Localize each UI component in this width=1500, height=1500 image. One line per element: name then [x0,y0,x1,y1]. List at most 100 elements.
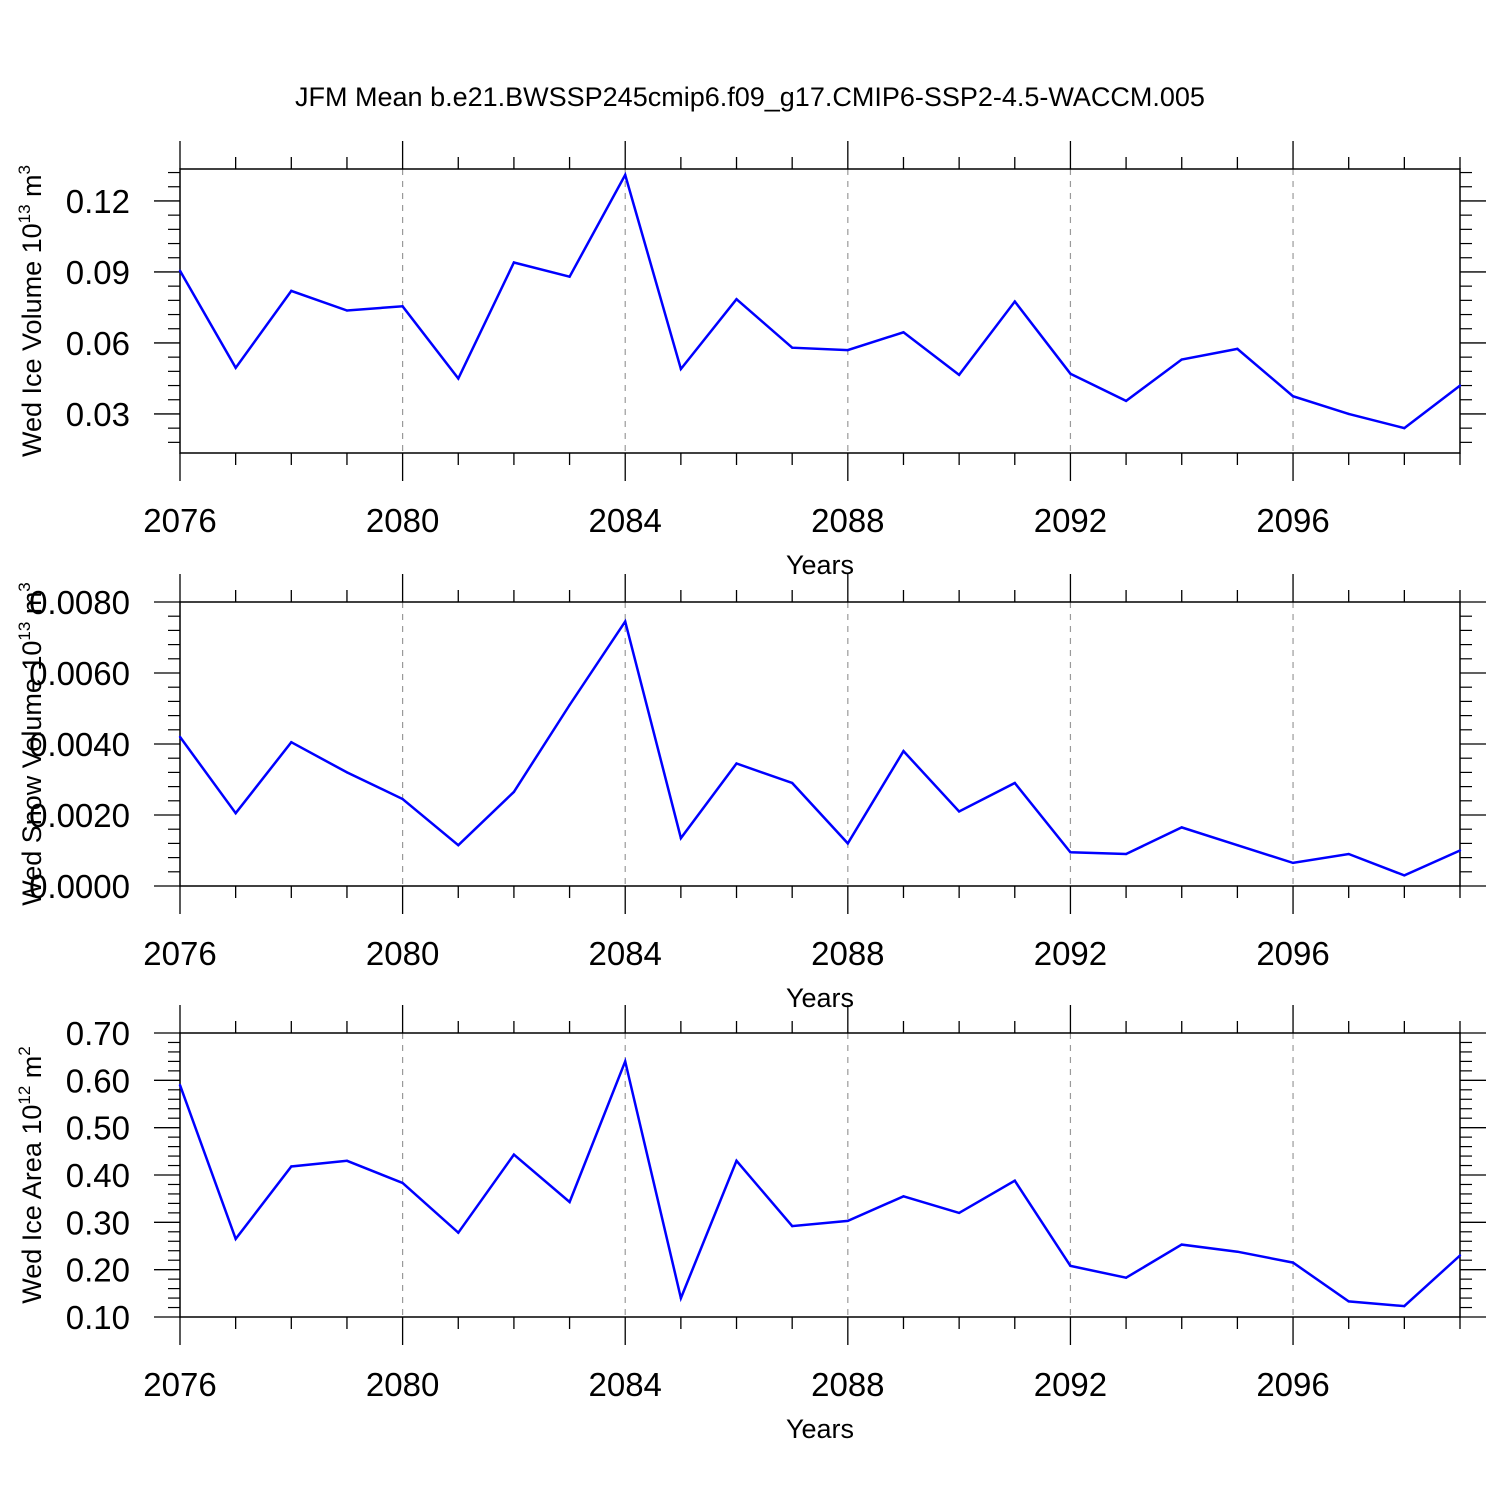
plot-frame [179,601,1461,887]
data-point [846,348,850,352]
data-point [790,781,794,785]
y-tick-label: 0.06 [66,325,130,362]
y-tick-label: 0.0080 [29,584,130,621]
data-point [1124,1276,1128,1279]
data-point [624,173,627,177]
data-point [1458,384,1462,387]
y-axis-label-unit-exponent: 3 [15,165,34,174]
data-point [1236,1250,1239,1253]
data-point [512,1153,516,1156]
chart-title: JFM Mean b.e21.BWSSP245cmip6.f09_g17.CMI… [295,82,1205,112]
data-point [735,762,738,765]
data-point [679,836,683,840]
y-axis-label-unit: m [17,1056,47,1086]
data-point [1180,1243,1183,1246]
y-tick-label: 0.0020 [29,797,130,834]
data-point [178,1083,182,1087]
data-point [735,1159,738,1163]
y-tick-label: 0.60 [66,1062,130,1099]
x-tick-label: 2092 [1034,935,1107,972]
data-point [345,1159,349,1163]
data-point [345,309,349,312]
y-tick-label: 0.0040 [29,726,130,763]
x-axis-label: Years [786,983,854,1013]
data-point [512,790,516,794]
y-axis-label-exponent: 12 [15,1086,34,1105]
data-point [902,749,905,753]
data-point [846,1219,850,1223]
data-point [1347,1300,1350,1303]
y-tick-label: 0.03 [66,396,130,433]
y-tick-label: 0.0000 [29,868,130,905]
x-tick-label: 2084 [589,1366,662,1403]
data-point [957,810,961,813]
y-tick-label: 0.10 [66,1299,130,1336]
x-tick-label: 2092 [1034,1366,1107,1403]
x-tick-label: 2084 [589,935,662,972]
data-point [624,1060,627,1063]
x-tick-label: 2088 [811,935,884,972]
series-line [178,1057,1461,1308]
chart-panel-1: 0.03 0.06 0.09 0.12 2076 2080 2084 2088 2092 2096… [15,141,1486,580]
data-point [1291,861,1295,865]
data-point [679,1296,683,1300]
x-tick-label: 2076 [143,1366,216,1403]
y-tick-label: 0.12 [66,183,130,220]
x-axis-label: Years [786,1414,854,1444]
x-tick-label: 2080 [366,502,439,539]
chart-panel-3: 0.10 0.20 0.30 0.40 0.50 0.60 0.70 2076 2080 2084… [15,1005,1486,1444]
y-axis-label: Wed Snow Volume 1013 m3 [15,582,47,906]
data-point [902,331,905,334]
x-axis-label: Years [786,550,854,580]
x-tick-label: 2088 [811,1366,884,1403]
y-axis-label-unit-exponent: 2 [15,1046,34,1055]
y-axis-label-text: Wed Ice Volume 10 [17,223,47,457]
data-point [568,703,571,707]
y-tick-label: 0.70 [66,1015,130,1052]
x-tick-label: 2076 [143,502,216,539]
data-point [234,1237,237,1241]
panels: 0.03 0.06 0.09 0.12 2076 2080 2084 2088 2092 2096… [15,141,1486,1444]
data-point [234,366,237,369]
data-point [624,620,627,623]
data-point [1291,395,1295,398]
data-point [957,1211,961,1215]
data-point [735,297,738,301]
data-point [401,305,404,308]
data-point [1069,1264,1072,1268]
data-point [1403,426,1406,430]
plot-frame [179,168,1461,454]
data-point [1403,1304,1406,1308]
y-axis-label: Wed Ice Volume 1013 m3 [15,165,47,457]
y-axis-label-text: Wed Snow Volume 10 [17,641,47,906]
x-tick-label: 2080 [366,935,439,972]
data-point [457,843,460,847]
data-point [1347,412,1350,416]
data-point [512,261,516,264]
x-tick-label: 2096 [1256,502,1329,539]
data-point [234,812,237,815]
series-line [178,171,1461,430]
y-tick-label: 0.40 [66,1157,130,1194]
x-tick-label: 2084 [589,502,662,539]
data-point [1013,300,1016,303]
data-point [902,1195,905,1198]
series-line [178,618,1461,877]
data-point [1458,849,1462,852]
x-tick-label: 2080 [366,1366,439,1403]
data-point [957,373,961,377]
y-axis-label-unit: m [17,174,47,204]
data-point [1347,852,1350,856]
data-point [1013,781,1016,785]
data-point [568,275,571,278]
data-point [290,289,293,293]
data-point [1403,874,1406,877]
data-point [846,842,850,845]
data-point [1180,826,1183,829]
data-point [1069,851,1072,854]
data-point [1236,843,1239,847]
data-point [457,1231,460,1234]
y-tick-label: 0.50 [66,1110,130,1147]
y-axis-label-unit-exponent: 3 [15,582,34,591]
